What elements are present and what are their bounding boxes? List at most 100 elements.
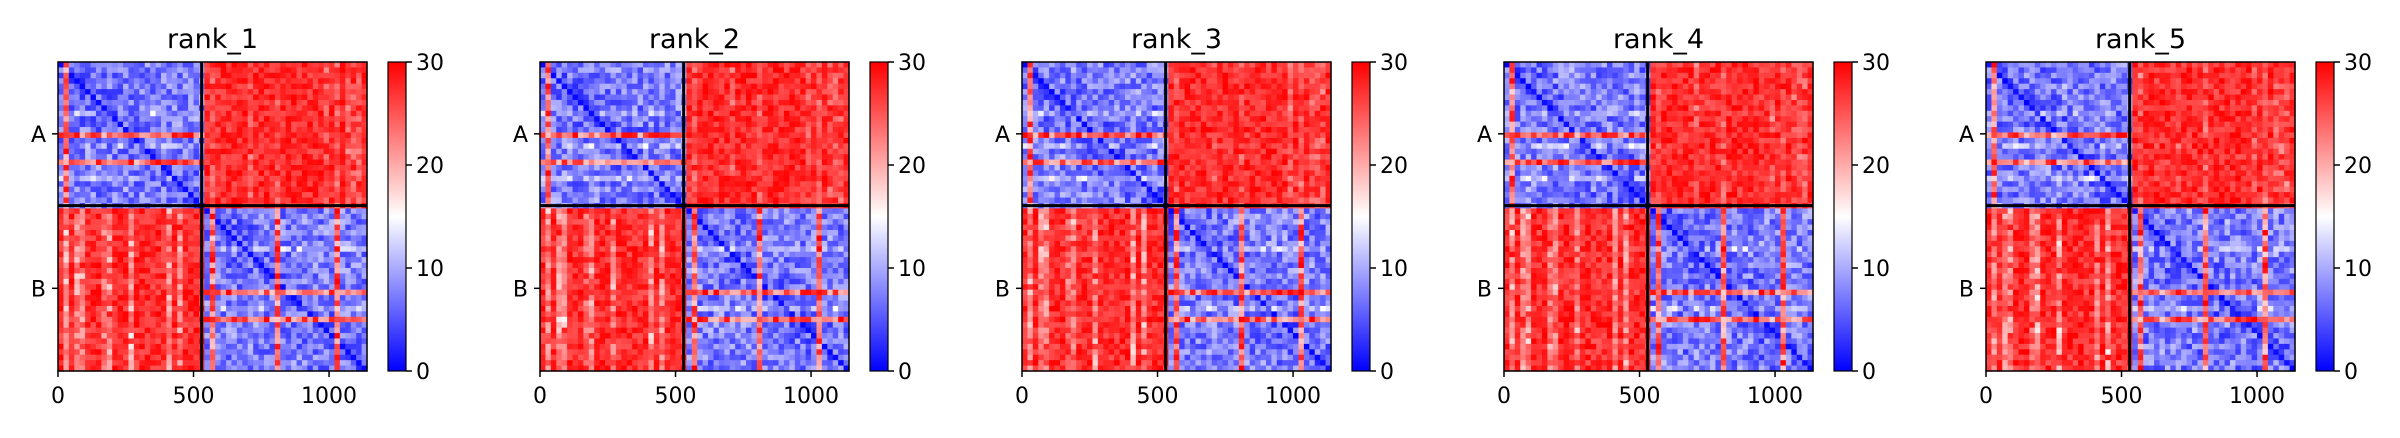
heat-cell	[215, 322, 222, 329]
heat-cell	[827, 148, 834, 155]
heat-cell	[301, 333, 308, 340]
heat-cell	[588, 181, 595, 188]
heat-cell	[339, 208, 346, 215]
heat-cell	[166, 289, 173, 296]
heat-cell	[350, 165, 357, 172]
heat-cell	[247, 240, 254, 247]
heat-cell	[236, 116, 243, 123]
heat-cell	[269, 110, 276, 117]
heat-cell	[301, 262, 308, 269]
heat-cell	[264, 197, 271, 204]
heat-cell	[794, 116, 801, 123]
heat-cell	[58, 121, 65, 128]
heat-cell	[133, 343, 140, 350]
heat-cell	[204, 360, 211, 367]
heat-cell	[274, 78, 281, 85]
heat-cell	[746, 78, 753, 85]
heat-cell	[594, 132, 601, 139]
heat-cell	[767, 197, 774, 204]
heat-cell	[231, 240, 238, 247]
heat-cell	[550, 165, 557, 172]
heat-cell	[697, 137, 704, 144]
heat-cell	[220, 316, 227, 323]
heat-cell	[58, 89, 65, 96]
heat-cell	[783, 175, 790, 182]
heat-cell	[773, 192, 780, 199]
heat-cell	[112, 148, 119, 155]
heat-cell	[296, 343, 303, 350]
heat-cell	[577, 143, 584, 150]
heat-cell	[123, 148, 130, 155]
heat-cell	[68, 300, 75, 307]
heat-cell	[188, 305, 195, 312]
heat-cell	[155, 181, 162, 188]
heat-cell	[599, 116, 606, 123]
heat-cell	[626, 137, 633, 144]
heat-cell	[318, 67, 325, 74]
heat-cell	[583, 186, 590, 193]
heat-cell	[827, 219, 834, 226]
heat-cell	[339, 305, 346, 312]
heat-cell	[659, 72, 666, 79]
heat-cell	[144, 67, 151, 74]
heat-cell	[643, 197, 650, 204]
heat-cell	[323, 159, 330, 166]
heat-cell	[79, 300, 86, 307]
heat-cell	[79, 94, 86, 101]
heat-cell	[637, 197, 644, 204]
heat-cell	[280, 154, 287, 161]
heat-cell	[215, 192, 222, 199]
heat-cell	[318, 311, 325, 318]
heat-cell	[188, 316, 195, 323]
heat-cell	[85, 278, 92, 285]
heat-cell	[220, 338, 227, 345]
heat-cell	[540, 165, 547, 172]
heat-cell	[112, 295, 119, 302]
heat-cell	[112, 219, 119, 226]
heat-cell	[789, 192, 796, 199]
heat-cell	[350, 67, 357, 74]
heat-cell	[740, 89, 747, 96]
heat-cell	[253, 99, 260, 106]
heat-cell	[583, 181, 590, 188]
heat-cell	[242, 121, 249, 128]
heat-cell	[838, 170, 845, 177]
heat-cell	[106, 154, 113, 161]
heat-cell	[296, 322, 303, 329]
heat-cell	[713, 170, 720, 177]
heat-cell	[588, 197, 595, 204]
heat-cell	[68, 343, 75, 350]
heat-cell	[805, 197, 812, 204]
heat-cell	[150, 110, 157, 117]
heat-cell	[697, 219, 704, 226]
heat-cell	[296, 219, 303, 226]
heat-cell	[242, 365, 249, 372]
heat-cell	[128, 154, 135, 161]
heat-cell	[274, 208, 281, 215]
heat-cell	[339, 360, 346, 367]
heat-cell	[307, 289, 314, 296]
heat-cell	[90, 62, 97, 69]
heat-cell	[258, 192, 265, 199]
heat-cell	[648, 105, 655, 112]
heat-cell	[345, 257, 352, 264]
heat-cell	[556, 99, 563, 106]
heat-cell	[133, 89, 140, 96]
heat-cell	[361, 121, 368, 128]
heat-cell	[209, 105, 216, 112]
heat-cell	[648, 121, 655, 128]
heat-cell	[106, 72, 113, 79]
heat-cell	[193, 257, 200, 264]
heat-cell	[296, 246, 303, 253]
heat-cell	[329, 230, 336, 237]
heat-cell	[594, 208, 601, 215]
heat-cell	[361, 170, 368, 177]
heat-cell	[567, 99, 574, 106]
heat-cell	[171, 116, 178, 123]
heat-cell	[626, 83, 633, 90]
y-tick-label: B	[31, 277, 46, 302]
heat-cell	[123, 360, 130, 367]
heat-cell	[318, 159, 325, 166]
heat-cell	[236, 132, 243, 139]
heat-cell	[339, 186, 346, 193]
